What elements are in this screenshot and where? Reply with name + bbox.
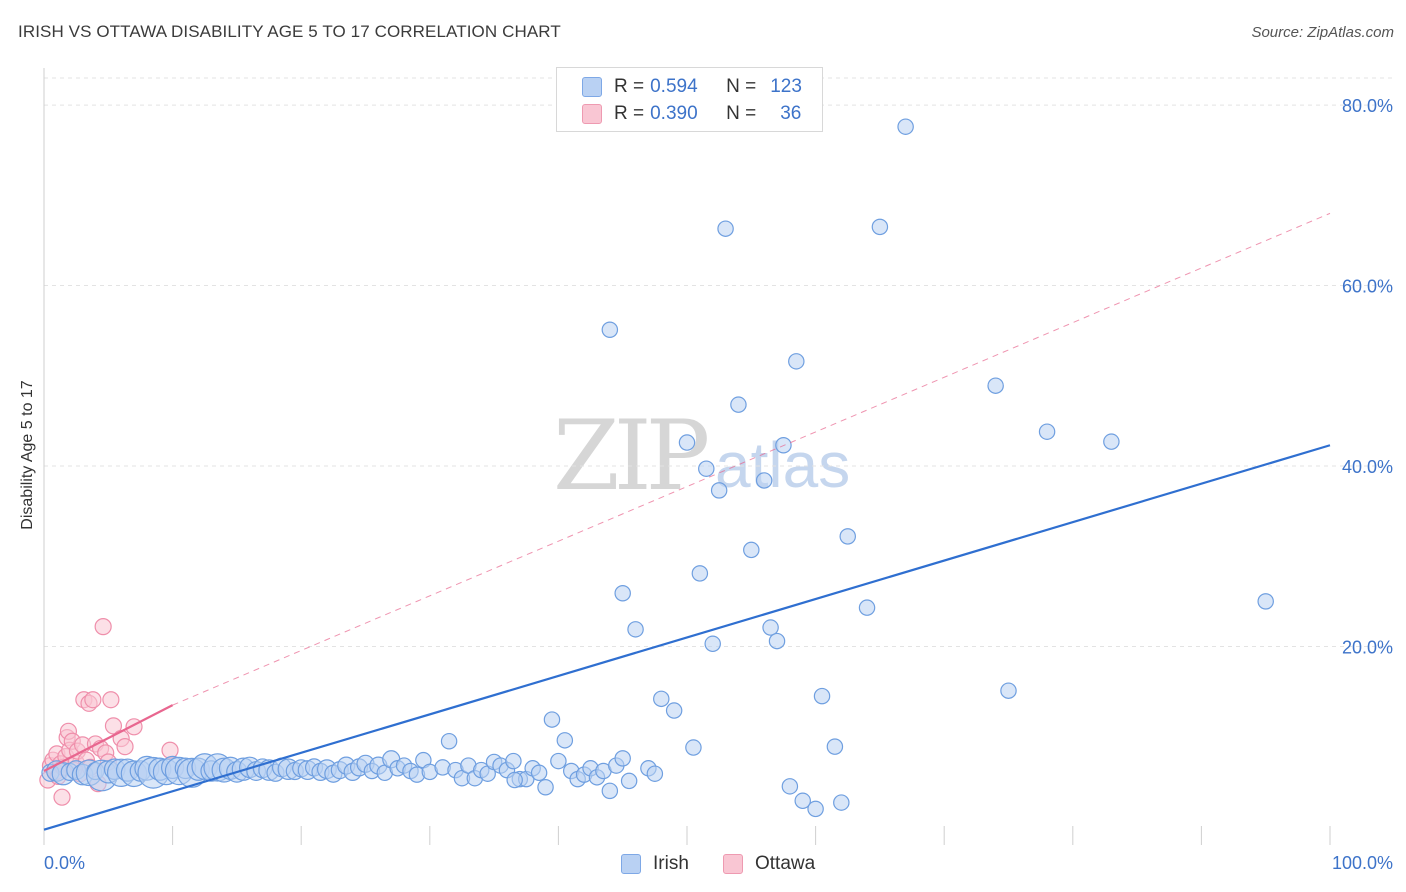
x-tick-label: 0.0% [44,853,85,873]
irish-n-label: N = [726,76,757,97]
ottawa-legend-label: Ottawa [755,853,816,874]
ottawa-point [84,691,102,709]
irish-point [813,687,831,705]
y-tick-label: 20.0% [1342,637,1393,657]
irish-point [646,765,664,782]
irish-point [614,584,631,602]
trend-lines [43,212,1331,831]
irish-point [755,472,773,489]
ottawa-point [94,618,112,636]
ottawa-point [53,788,71,806]
irish-point [537,778,554,796]
irish-point [788,353,805,370]
irish-r-value: 0.594 [650,76,698,97]
irish-point [871,218,889,236]
ottawa-legend-swatch [723,854,743,874]
correlation-legend: R = 0.594 N = 123 R = 0.390 N = 36 [556,67,823,132]
irish-point [620,772,638,790]
irish-point [601,782,619,800]
irish-point [530,764,548,782]
bottom-legend-ottawa[interactable]: Ottawa [723,852,815,876]
irish-point [710,482,728,499]
ottawa-n-value: 36 [780,103,802,124]
y-tick-label: 80.0% [1342,96,1393,116]
irish-point [556,732,574,749]
ottawa-swatch [582,104,602,124]
ottawa-point [104,717,123,735]
irish-point [743,541,760,559]
ottawa-r-label: R = [614,103,645,124]
irish-point [839,528,856,545]
x-tick-label: 100.0% [1332,853,1393,873]
irish-n-value: 123 [770,76,802,97]
irish-point [987,377,1004,394]
irish-point [543,711,561,728]
watermark-zip: ZIP [553,400,710,512]
irish-point [1038,423,1056,440]
irish-point [550,752,567,770]
irish-series [41,118,1274,818]
irish-point [768,632,786,650]
irish-point [762,619,779,636]
irish-point [1000,682,1017,699]
y-tick-labels: 20.0% 40.0% 60.0% 80.0% [1342,96,1393,657]
ottawa-trend-line [43,704,174,772]
irish-point [858,599,876,616]
irish-point [614,750,631,767]
irish-point [691,565,709,582]
irish-point [1103,433,1120,450]
y-tick-label: 40.0% [1342,457,1393,477]
irish-point [730,396,747,413]
irish-trend-line [43,444,1331,831]
irish-point [665,702,683,719]
ottawa-trend-extension [172,212,1331,706]
ottawa-point [161,741,179,759]
irish-point [717,220,734,237]
irish-point [833,794,850,811]
irish-point [698,460,715,477]
x-tick-labels: 0.0% 100.0% [44,853,1393,873]
ottawa-point [116,738,134,756]
bottom-legend-irish[interactable]: Irish [621,852,689,876]
irish-swatch [582,77,602,97]
irish-point [807,800,824,818]
legend-row-ottawa: R = 0.390 N = 36 [582,102,801,126]
irish-point [627,621,644,638]
irish-point [601,321,619,339]
irish-point [440,732,458,750]
irish-point [897,118,914,135]
irish-point [505,752,522,770]
irish-point [685,739,702,756]
irish-legend-swatch [621,854,641,874]
ottawa-point [102,691,120,709]
irish-point [826,738,844,755]
irish-r-label: R = [614,76,645,97]
legend-row-irish: R = 0.594 N = 123 [582,75,802,99]
irish-point [678,434,696,451]
irish-point [1257,593,1274,610]
irish-point [704,635,721,653]
grid-layer [43,68,1392,845]
irish-point [794,792,811,810]
irish-point [506,771,523,789]
irish-legend-label: Irish [653,853,689,874]
chart-title: IRISH VS OTTAWA DISABILITY AGE 5 TO 17 C… [18,22,561,41]
ottawa-n-label: N = [726,103,757,124]
source-label: Source: ZipAtlas.com [1251,24,1394,41]
y-tick-label: 60.0% [1342,277,1393,297]
irish-point [781,778,799,795]
ottawa-r-value: 0.390 [650,103,698,124]
irish-point [653,690,670,708]
